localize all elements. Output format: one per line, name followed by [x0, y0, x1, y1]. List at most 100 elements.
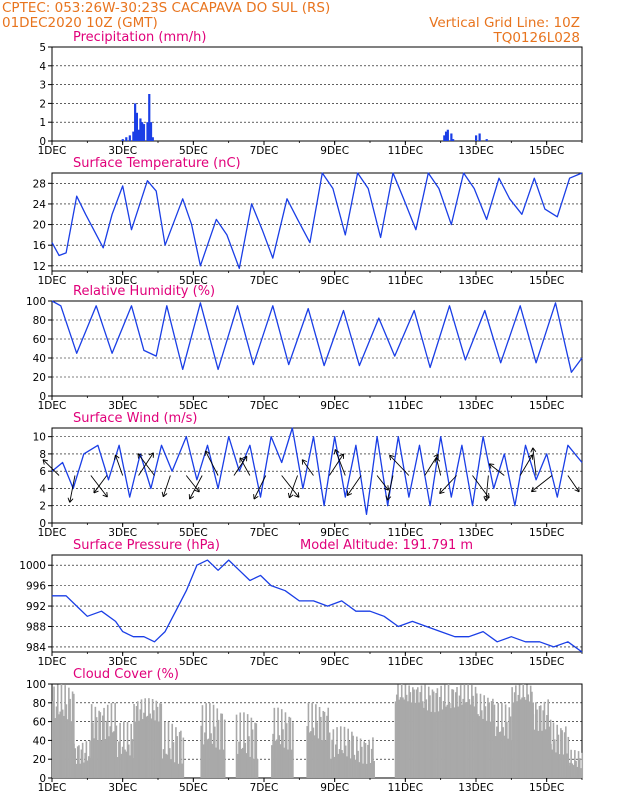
cloud-bar: [143, 712, 145, 778]
cloud-bar: [413, 689, 415, 778]
cloud-bar: [498, 732, 501, 778]
wind-arrow-head: [194, 486, 200, 493]
y-tick-label: 0: [39, 391, 46, 403]
cloud-bar: [238, 741, 240, 778]
wind-arrow-head: [93, 487, 99, 494]
cloud-bar: [453, 707, 456, 778]
model-altitude: Model Altitude: 191.791 m: [300, 538, 473, 553]
cloud-bar: [101, 715, 104, 778]
cloud-bar: [477, 714, 479, 778]
cloud-bar: [555, 752, 557, 778]
precip-bar: [121, 139, 124, 141]
x-tick-label: 7DEC: [250, 275, 279, 287]
panel-title: Surface Pressure (hPa): [73, 538, 220, 553]
cloud-bar: [103, 707, 105, 778]
cloud-bar: [563, 732, 566, 778]
cloud-bar: [127, 744, 130, 778]
cloud-bar: [176, 736, 178, 778]
cloud-bar: [403, 699, 405, 778]
cloud-bar: [93, 738, 95, 778]
x-tick-label: 3DEC: [108, 400, 137, 412]
cloud-bar: [404, 684, 407, 778]
cloud-bar: [427, 686, 430, 778]
precip-bar: [135, 112, 138, 141]
y-tick-label: 16: [33, 240, 47, 252]
precip-bar: [148, 94, 151, 141]
x-tick-label: 1DEC: [38, 275, 67, 287]
cloud-bar: [580, 768, 582, 778]
panel-frame: [51, 300, 583, 397]
cloud-bar: [327, 735, 330, 778]
cloud-bar: [523, 697, 526, 778]
cloud-bar: [560, 728, 562, 778]
cloud-bar: [221, 713, 224, 778]
cloud-bar: [313, 735, 316, 778]
wind-arrow: [239, 457, 251, 476]
cloud-bar: [217, 719, 220, 778]
cloud-bar: [86, 760, 89, 778]
y-tick-label: 60: [33, 334, 46, 346]
cloud-bar: [205, 703, 207, 778]
cloud-bar: [423, 707, 425, 778]
x-tick-label: 3DEC: [108, 145, 137, 157]
cloud-bar: [331, 739, 333, 778]
x-tick-label: 1DEC: [38, 656, 67, 668]
wind-arrow: [162, 475, 171, 497]
cloud-bar: [116, 757, 119, 778]
cloud-bar: [496, 726, 498, 778]
cloud-bar: [454, 692, 457, 778]
wind-arrow: [185, 475, 200, 493]
wind-arrow-head: [42, 459, 48, 465]
cloud-bar: [577, 751, 580, 778]
x-tick-label: 11DEC: [388, 527, 423, 539]
cloud-bar: [236, 753, 239, 778]
wind-arrow: [346, 475, 362, 496]
cloud-bar: [110, 703, 113, 778]
wind-arrow-head: [574, 486, 580, 493]
cloud-bar: [92, 722, 94, 778]
precip-bar: [443, 135, 446, 141]
cloud-bar: [349, 758, 352, 778]
cloud-bar: [322, 710, 325, 778]
x-tick-label: 11DEC: [388, 275, 423, 287]
cloud-bar: [499, 731, 502, 778]
cloud-bar: [372, 737, 374, 778]
precip-bar: [128, 135, 131, 141]
cloud-bar: [272, 733, 274, 778]
wind-arrow: [488, 463, 505, 476]
cloud-bar: [362, 763, 364, 778]
cloud-bar: [114, 702, 116, 778]
x-tick-label: 7DEC: [250, 400, 279, 412]
cloud-bar: [539, 705, 542, 778]
cloud-bar: [513, 692, 516, 778]
cloud-bar: [182, 737, 185, 778]
cloud-bar: [146, 715, 149, 778]
cloud-bar: [425, 699, 428, 778]
y-tick-label: 4: [39, 483, 46, 495]
panel-title: Surface Temperature (nC): [73, 156, 241, 171]
wind-arrow-head: [488, 463, 495, 469]
wind-arrow-head: [253, 494, 259, 500]
wind-arrow-head: [385, 495, 392, 501]
cloud-bar: [504, 704, 507, 778]
cloud-bar: [149, 713, 151, 778]
precip-bar: [142, 124, 146, 141]
x-tick-label: 7DEC: [250, 656, 279, 668]
x-tick-label: 1DEC: [38, 145, 67, 157]
cloud-bar: [544, 729, 547, 778]
cloud-bar: [307, 703, 310, 778]
x-tick-label: 3DEC: [108, 656, 137, 668]
chart-header: CPTEC: 053:26W-30:23S CACAPAVA DO SUL (R…: [0, 0, 618, 46]
wind-arrow-head: [483, 496, 490, 502]
y-tick-label: 80: [33, 698, 46, 710]
cloud-bar: [94, 706, 97, 778]
cloud-bar: [207, 738, 210, 778]
x-tick-label: 15DEC: [529, 656, 564, 668]
wind-arrow-head: [294, 492, 300, 498]
x-tick-label: 9DEC: [320, 275, 349, 287]
cloud-bar: [55, 706, 58, 778]
cloud-bar: [206, 739, 209, 778]
cloud-bar: [83, 762, 85, 778]
cloud-bar: [97, 740, 99, 778]
